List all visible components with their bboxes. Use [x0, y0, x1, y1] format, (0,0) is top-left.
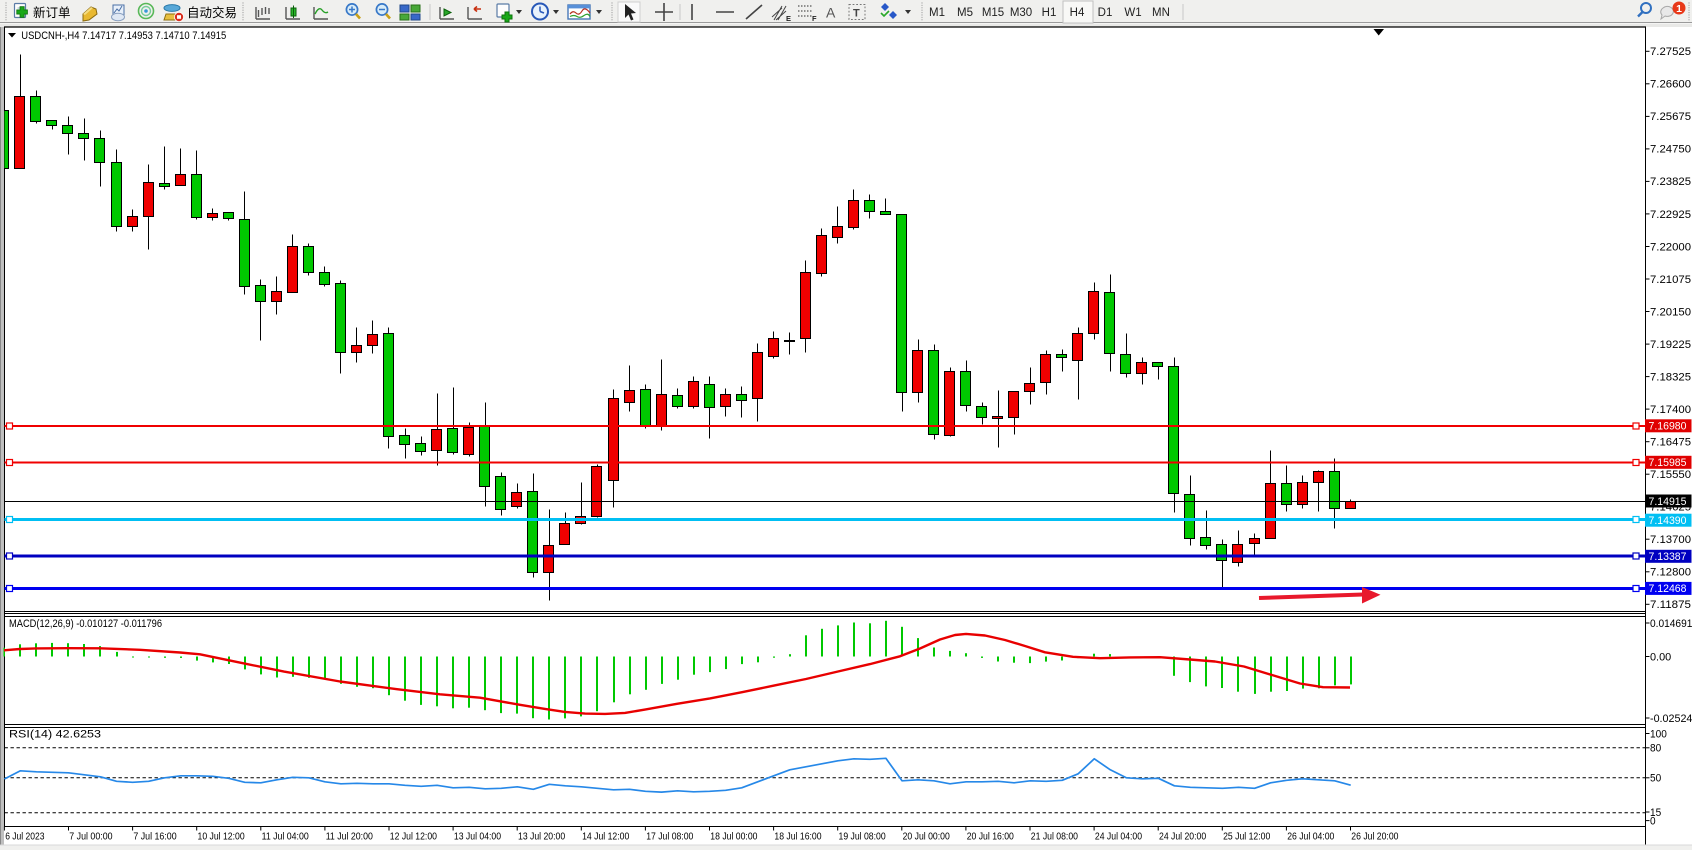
svg-text:18 Jul 00:00: 18 Jul 00:00	[710, 832, 757, 843]
svg-text:-0.02524: -0.02524	[1650, 713, 1692, 725]
svg-text:7.19225: 7.19225	[1650, 339, 1691, 351]
svg-text:11 Jul 20:00: 11 Jul 20:00	[326, 832, 373, 843]
svg-text:11 Jul 04:00: 11 Jul 04:00	[262, 832, 309, 843]
svg-text:RSI(14) 42.6253: RSI(14) 42.6253	[9, 729, 101, 741]
svg-text:A: A	[826, 5, 836, 21]
svg-text:50: 50	[1650, 773, 1661, 785]
svg-text:7.16475: 7.16475	[1650, 437, 1691, 449]
svg-text:自动交易: 自动交易	[187, 5, 237, 20]
svg-text:7.25675: 7.25675	[1650, 111, 1691, 123]
svg-text:1: 1	[1676, 3, 1682, 15]
svg-text:7.12800: 7.12800	[1650, 567, 1691, 579]
svg-text:7.18325: 7.18325	[1650, 371, 1691, 383]
svg-text:E: E	[786, 14, 791, 23]
svg-text:MN: MN	[1152, 7, 1170, 19]
svg-text:H4: H4	[1070, 7, 1085, 19]
svg-text:24 Jul 04:00: 24 Jul 04:00	[1095, 832, 1142, 843]
svg-text:10 Jul 12:00: 10 Jul 12:00	[198, 832, 245, 843]
svg-text:26 Jul 20:00: 26 Jul 20:00	[1351, 832, 1398, 843]
svg-text:F: F	[812, 14, 817, 23]
svg-text:7.24750: 7.24750	[1650, 144, 1691, 156]
svg-text:7 Jul 16:00: 7 Jul 16:00	[133, 832, 176, 843]
svg-text:17 Jul 08:00: 17 Jul 08:00	[646, 832, 693, 843]
svg-text:21 Jul 08:00: 21 Jul 08:00	[1031, 832, 1078, 843]
svg-text:新订单: 新订单	[33, 5, 71, 20]
svg-text:7.27525: 7.27525	[1650, 46, 1691, 58]
svg-text:7.12468: 7.12468	[1649, 583, 1687, 595]
svg-text:7.15985: 7.15985	[1649, 457, 1687, 469]
svg-text:7.20150: 7.20150	[1650, 306, 1691, 318]
svg-text:7.15550: 7.15550	[1650, 469, 1691, 481]
svg-text:7.13700: 7.13700	[1650, 534, 1691, 546]
svg-text:7.26600: 7.26600	[1650, 79, 1691, 91]
svg-text:D1: D1	[1098, 7, 1113, 19]
svg-text:7.22000: 7.22000	[1650, 241, 1691, 253]
svg-text:15: 15	[1650, 807, 1661, 819]
svg-text:0: 0	[1650, 815, 1656, 827]
svg-text:20 Jul 00:00: 20 Jul 00:00	[903, 832, 950, 843]
svg-text:M1: M1	[929, 7, 945, 19]
svg-text:18 Jul 16:00: 18 Jul 16:00	[774, 832, 821, 843]
svg-text:13 Jul 20:00: 13 Jul 20:00	[518, 832, 565, 843]
svg-text:M15: M15	[982, 7, 1004, 19]
svg-text:H1: H1	[1042, 7, 1057, 19]
svg-text:12 Jul 12:00: 12 Jul 12:00	[390, 832, 437, 843]
svg-text:7.23825: 7.23825	[1650, 176, 1691, 188]
svg-text:0.00: 0.00	[1650, 651, 1671, 663]
svg-text:6 Jul 2023: 6 Jul 2023	[5, 832, 45, 843]
svg-text:25 Jul 12:00: 25 Jul 12:00	[1223, 832, 1270, 843]
svg-text:T: T	[853, 8, 860, 20]
svg-text:USDCNH-,H4 7.14717 7.14953 7.: USDCNH-,H4 7.14717 7.14953 7.14710 7.149…	[21, 30, 226, 42]
svg-text:19 Jul 08:00: 19 Jul 08:00	[839, 832, 886, 843]
svg-text:100: 100	[1650, 728, 1667, 740]
svg-text:7.16980: 7.16980	[1649, 421, 1687, 433]
svg-text:7.14915: 7.14915	[1649, 496, 1687, 508]
svg-text:7.14390: 7.14390	[1649, 515, 1687, 527]
svg-text:7.17400: 7.17400	[1650, 404, 1691, 416]
svg-text:7.13387: 7.13387	[1649, 551, 1687, 563]
svg-text:80: 80	[1650, 743, 1661, 755]
svg-text:7.22925: 7.22925	[1650, 209, 1691, 221]
svg-text:26 Jul 04:00: 26 Jul 04:00	[1287, 832, 1334, 843]
svg-text:W1: W1	[1124, 7, 1141, 19]
svg-text:14 Jul 12:00: 14 Jul 12:00	[582, 832, 629, 843]
svg-text:MACD(12,26,9) -0.010127 -0.011: MACD(12,26,9) -0.010127 -0.011796	[9, 618, 162, 630]
svg-text:0.014691: 0.014691	[1650, 618, 1692, 630]
svg-text:7 Jul 00:00: 7 Jul 00:00	[69, 832, 112, 843]
svg-text:13 Jul 04:00: 13 Jul 04:00	[454, 832, 501, 843]
svg-text:M30: M30	[1010, 7, 1032, 19]
svg-text:M5: M5	[957, 7, 973, 19]
svg-text:20 Jul 16:00: 20 Jul 16:00	[967, 832, 1014, 843]
svg-text:7.11875: 7.11875	[1650, 599, 1691, 611]
svg-text:7.21075: 7.21075	[1650, 274, 1691, 286]
svg-text:24 Jul 20:00: 24 Jul 20:00	[1159, 832, 1206, 843]
